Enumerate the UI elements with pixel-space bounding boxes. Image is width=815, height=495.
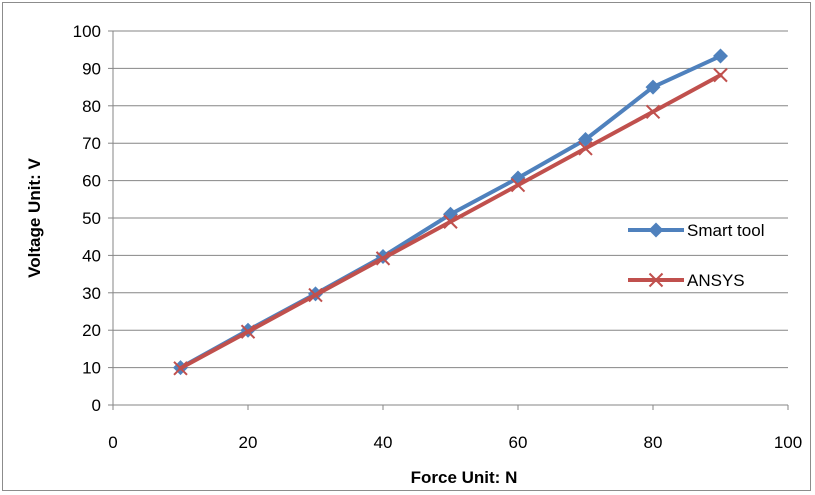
legend-marker xyxy=(648,222,664,238)
x-tick-labels: 0 20 40 60 80 100 xyxy=(108,405,802,452)
y-tick-label: 100 xyxy=(73,22,101,41)
x-axis-title: Force Unit: N xyxy=(411,468,518,487)
y-tick-label: 20 xyxy=(82,321,101,340)
y-axis-title: Voltage Unit: V xyxy=(25,158,44,278)
x-tick-label: 40 xyxy=(374,433,393,452)
legend-item: Smart tool xyxy=(628,221,764,240)
data-point xyxy=(713,48,728,64)
x-marker-stroke xyxy=(443,214,458,229)
x-marker-stroke xyxy=(713,67,728,83)
x-marker-stroke xyxy=(578,141,593,156)
y-tick-label: 10 xyxy=(82,359,101,378)
x-tick-label: 0 xyxy=(108,433,117,452)
y-tick-label: 80 xyxy=(82,97,101,116)
data-point xyxy=(645,79,661,95)
x-marker-stroke xyxy=(240,324,256,339)
legend-label: ANSYS xyxy=(687,271,745,290)
data-point xyxy=(240,324,256,339)
y-tick-label: 50 xyxy=(82,209,101,228)
legend-item: ANSYS xyxy=(628,271,745,290)
legend: Smart tool ANSYS xyxy=(628,221,764,290)
x-tick-label: 60 xyxy=(509,433,528,452)
legend-marker xyxy=(648,272,664,288)
data-point xyxy=(308,287,323,303)
data-point xyxy=(173,361,188,376)
x-marker-stroke xyxy=(645,104,661,119)
legend-label: Smart tool xyxy=(687,221,764,240)
y-tick-label: 70 xyxy=(82,134,101,153)
data-point xyxy=(713,67,728,83)
series-group xyxy=(173,48,728,376)
gridlines xyxy=(113,30,788,369)
data-point xyxy=(375,251,391,266)
y-tick-label: 90 xyxy=(82,59,101,78)
y-tick-label: 0 xyxy=(92,396,101,415)
y-tick-labels: 0 10 20 30 40 50 60 70 80 90 100 xyxy=(73,22,113,415)
x-marker-stroke xyxy=(510,177,526,193)
series-ansys xyxy=(173,67,728,376)
data-point xyxy=(645,104,661,119)
x-tick-label: 80 xyxy=(644,433,663,452)
data-point xyxy=(578,131,593,147)
x-tick-label: 20 xyxy=(239,433,258,452)
y-tick-label: 30 xyxy=(82,284,101,303)
x-tick-label: 100 xyxy=(774,433,802,452)
data-point xyxy=(578,141,593,156)
data-point xyxy=(443,214,458,229)
y-tick-label: 60 xyxy=(82,172,101,191)
x-marker-stroke xyxy=(308,287,323,303)
x-marker-stroke xyxy=(648,272,664,288)
x-marker-stroke xyxy=(375,251,391,266)
data-point xyxy=(510,177,526,193)
x-marker-stroke xyxy=(173,361,188,376)
y-tick-label: 40 xyxy=(82,246,101,265)
